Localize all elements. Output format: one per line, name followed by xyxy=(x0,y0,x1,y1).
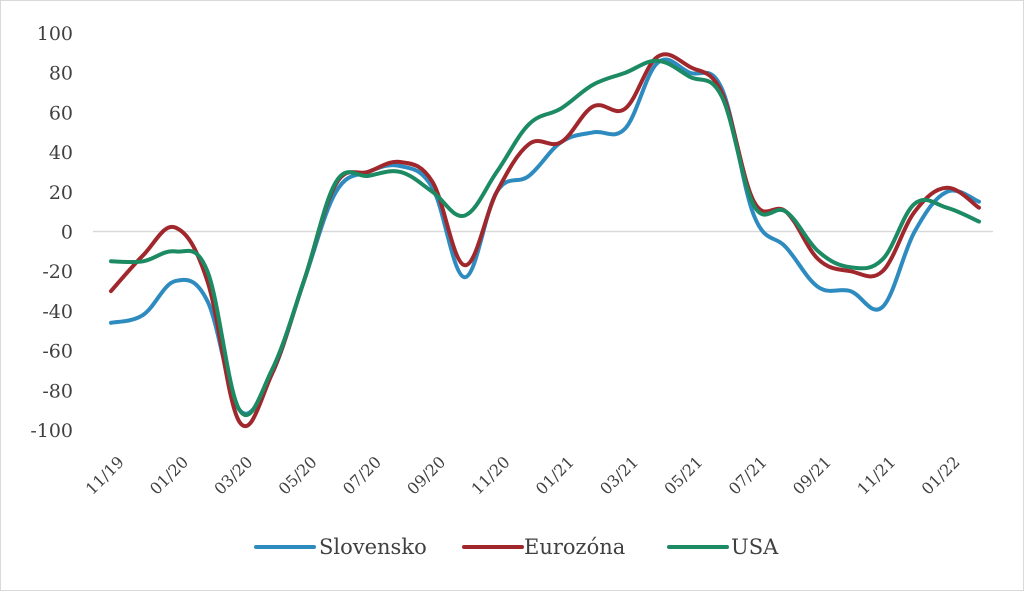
series-lines xyxy=(109,52,981,429)
y-axis-tick-labels: 100 80 60 40 20 0 -20 -40 -60 -80 -100 xyxy=(30,23,73,442)
x-axis-tick-labels: 11/19 01/20 03/20 05/20 07/20 09/20 11/20 01/21… xyxy=(82,452,964,498)
x-tick-label: 03/21 xyxy=(596,452,642,498)
series-line-usa xyxy=(109,58,981,418)
legend-label: USA xyxy=(731,535,779,559)
y-tick-label: 100 xyxy=(37,23,73,45)
x-tick-label: 05/20 xyxy=(275,452,321,498)
x-tick-label: 01/21 xyxy=(532,452,578,498)
y-tick-label: 20 xyxy=(49,182,73,204)
legend-label: Slovensko xyxy=(319,535,427,559)
y-tick-label: -20 xyxy=(42,261,73,283)
y-tick-label: -80 xyxy=(42,380,73,402)
x-tick-label: 07/20 xyxy=(339,452,385,498)
series-line-eurozóna xyxy=(109,52,981,429)
x-tick-label: 03/20 xyxy=(210,452,256,498)
y-tick-label: -60 xyxy=(42,341,73,363)
y-tick-label: 80 xyxy=(49,63,73,85)
x-tick-label: 11/20 xyxy=(468,452,514,498)
legend: Slovensko Eurozóna USA xyxy=(254,535,779,559)
y-tick-label: 60 xyxy=(49,102,73,124)
x-tick-label: 11/19 xyxy=(82,452,128,498)
x-tick-label: 05/21 xyxy=(660,452,706,498)
series-line-slovensko xyxy=(109,57,981,416)
x-tick-label: 09/21 xyxy=(789,452,835,498)
x-tick-label: 09/20 xyxy=(403,452,449,498)
x-tick-label: 01/22 xyxy=(918,452,964,498)
x-tick-label: 07/21 xyxy=(725,452,771,498)
x-tick-label: 11/21 xyxy=(853,452,899,498)
x-tick-label: 01/20 xyxy=(146,452,192,498)
legend-label: Eurozóna xyxy=(524,535,625,559)
y-tick-label: 40 xyxy=(49,142,73,164)
y-tick-label: -40 xyxy=(42,301,73,323)
y-tick-label: 0 xyxy=(61,222,73,244)
y-tick-label: -100 xyxy=(30,420,73,442)
